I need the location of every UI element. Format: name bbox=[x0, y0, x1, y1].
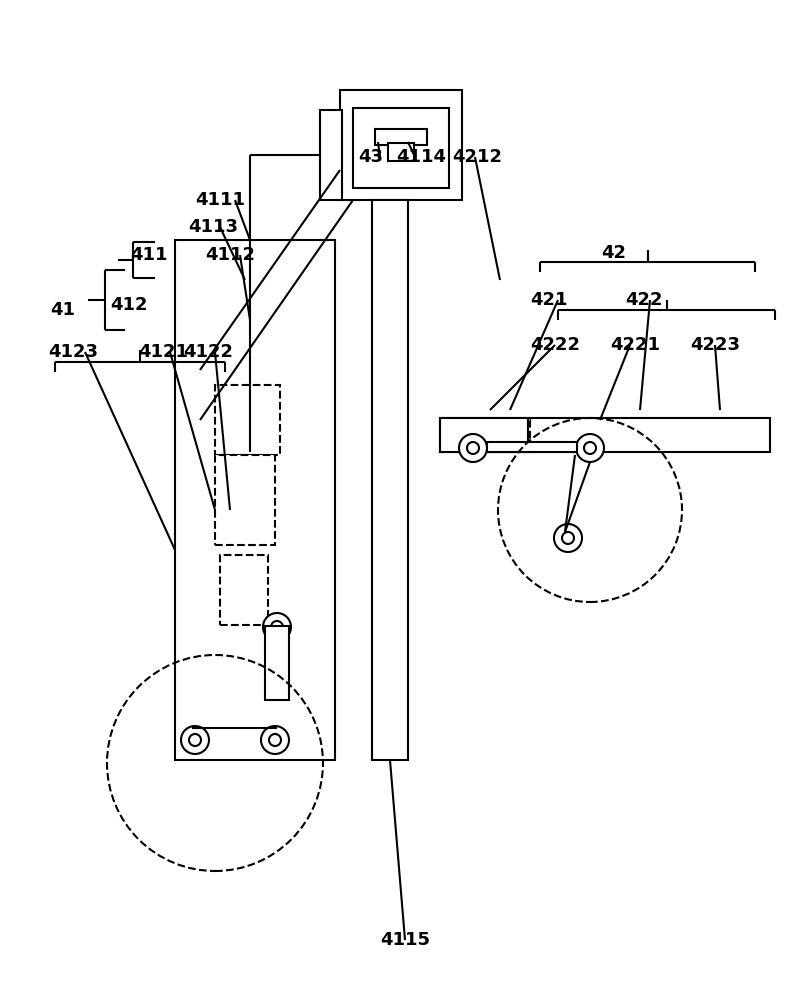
Bar bbox=[265, 626, 289, 700]
Text: 4115: 4115 bbox=[380, 931, 430, 949]
Circle shape bbox=[181, 726, 209, 754]
Text: 4122: 4122 bbox=[183, 343, 233, 361]
Bar bbox=[215, 455, 275, 545]
Bar bbox=[220, 555, 268, 625]
Text: 4222: 4222 bbox=[530, 336, 580, 354]
Circle shape bbox=[554, 524, 582, 552]
Bar bbox=[215, 385, 280, 455]
Text: 422: 422 bbox=[625, 291, 662, 309]
Bar bbox=[353, 108, 449, 188]
Bar bbox=[372, 200, 408, 760]
Bar bbox=[320, 110, 342, 200]
Bar bbox=[440, 418, 528, 452]
Bar bbox=[442, 420, 530, 450]
Circle shape bbox=[562, 532, 574, 544]
Circle shape bbox=[261, 726, 289, 754]
Circle shape bbox=[459, 434, 487, 462]
Text: 4221: 4221 bbox=[610, 336, 660, 354]
Bar bbox=[175, 240, 335, 760]
Bar bbox=[340, 90, 462, 200]
Text: 411: 411 bbox=[130, 246, 167, 264]
Bar bbox=[375, 129, 427, 145]
Bar bbox=[440, 418, 770, 452]
Text: 4123: 4123 bbox=[48, 343, 98, 361]
Text: 4212: 4212 bbox=[452, 148, 502, 166]
Text: 4111: 4111 bbox=[195, 191, 245, 209]
Circle shape bbox=[189, 734, 201, 746]
Text: 4112: 4112 bbox=[205, 246, 255, 264]
Bar bbox=[388, 143, 414, 161]
Text: 4121: 4121 bbox=[138, 343, 188, 361]
Text: 41: 41 bbox=[50, 301, 75, 319]
Text: 43: 43 bbox=[358, 148, 383, 166]
Text: 4113: 4113 bbox=[188, 218, 238, 236]
Circle shape bbox=[263, 613, 291, 641]
Circle shape bbox=[576, 434, 604, 462]
Circle shape bbox=[467, 442, 479, 454]
Bar bbox=[487, 442, 577, 452]
Text: 412: 412 bbox=[110, 296, 147, 314]
Text: 42: 42 bbox=[601, 244, 626, 262]
Text: 4114: 4114 bbox=[396, 148, 446, 166]
Circle shape bbox=[584, 442, 596, 454]
Text: 4223: 4223 bbox=[690, 336, 740, 354]
Text: 421: 421 bbox=[530, 291, 567, 309]
Circle shape bbox=[269, 734, 281, 746]
Circle shape bbox=[271, 621, 283, 633]
